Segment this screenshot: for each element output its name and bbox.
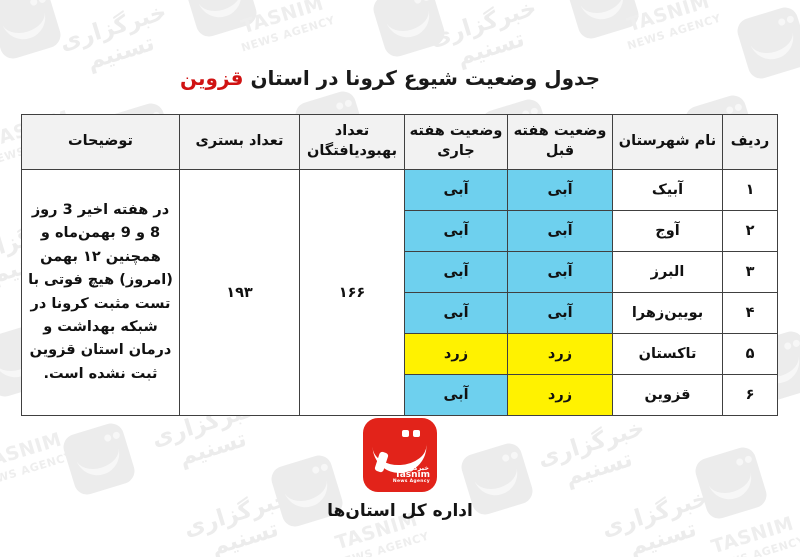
footer: خبرگزاری Tasnim News Agency اداره کل است… [0,418,800,521]
logo-brand-fa: خبرگزاری [397,464,429,472]
cell-city: بویین‌زهرا [612,292,723,334]
column-header-curr-week: وضعیت هفته جاری [404,114,508,170]
cell-radif: ۳ [722,251,778,293]
logo-dot-shape [413,430,420,437]
watermark-logo-icon [182,0,260,40]
watermark-en-line2: NEWS AGENCY [239,13,337,55]
cell-prev-week-status: زرد [507,374,613,416]
footer-caption: اداره کل استان‌ها [327,501,473,521]
cell-prev-week-status: آبی [507,210,613,252]
cell-city: آبیک [612,169,723,211]
watermark-fa-line2: تسنیم [626,516,700,557]
watermark-logo-icon [564,0,642,42]
cell-curr-week-status: آبی [404,210,508,252]
cell-prev-week-status: آبی [507,169,613,211]
cell-radif: ۴ [722,292,778,334]
column-header-prev-week: وضعیت هفته قبل [507,114,613,170]
column-header-city: نام شهرستان [612,114,723,170]
page-title-prefix: جدول وضعیت شیوع کرونا در استان [243,66,600,90]
page-title: جدول وضعیت شیوع کرونا در استان قزوین [0,66,780,90]
cell-city: البرز [612,251,723,293]
cell-city: تاکستان [612,333,723,375]
cell-curr-week-status: آبی [404,169,508,211]
cell-radif: ۶ [722,374,778,416]
watermark-en-line2: NEWS AGENCY [333,529,431,557]
column-header-radif: ردیف [722,114,778,170]
cell-description: در هفته اخیر 3 روز 8 و 9 بهمن‌ماه و همچن… [21,169,180,416]
cell-recovered-total: ۱۶۶ [299,169,405,416]
watermark-fa-line1: خبرگزاری [426,0,540,53]
logo-brand-en-main: Tasnim [394,469,430,480]
watermark-fa-line2: تسنیم [454,26,528,72]
watermark-en-line1: TASNIM [624,0,713,37]
watermark-logo-icon [0,0,64,62]
cell-city: قزوین [612,374,723,416]
column-header-recovered: تعداد بهبودیافتگان [299,114,405,170]
table-header: ردیف نام شهرستان وضعیت هفته قبل وضعیت هف… [21,114,778,170]
watermark-en-line2: NEWS AGENCY [709,533,800,557]
watermark-text-en: TASNIM NEWS AGENCY [619,0,723,53]
table-body: ۱ آبیک آبی آبی ۱۶۶ ۱۹۳ در هفته اخیر 3 رو… [21,169,778,416]
watermark-text-en: TASNIM NEWS AGENCY [233,0,337,55]
cell-prev-week-status: آبی [507,251,613,293]
cell-curr-week-status: آبی [404,292,508,334]
cell-prev-week-status: زرد [507,333,613,375]
watermark-fa-line1: خبرگزاری [56,0,170,57]
cell-prev-week-status: آبی [507,292,613,334]
cell-curr-week-status: زرد [404,333,508,375]
page-title-province: قزوین [180,66,244,90]
logo-brand-en: Tasnim News Agency [392,469,430,485]
watermark-fa-line2: تسنیم [208,516,282,557]
column-header-description: توضیحات [21,114,180,170]
logo-dot-shape [402,430,409,437]
cell-curr-week-status: آبی [404,374,508,416]
covid-status-table: ردیف نام شهرستان وضعیت هفته قبل وضعیت هف… [21,114,778,416]
watermark-en-line1: TASNIM [238,0,327,39]
cell-curr-week-status: آبی [404,251,508,293]
logo-brand-en-sub: News Agency [392,479,430,485]
cell-radif: ۱ [722,169,778,211]
table-header-row: ردیف نام شهرستان وضعیت هفته قبل وضعیت هف… [21,114,778,170]
cell-radif: ۲ [722,210,778,252]
cell-radif: ۵ [722,333,778,375]
table-row: ۱ آبیک آبی آبی ۱۶۶ ۱۹۳ در هفته اخیر 3 رو… [21,169,778,416]
watermark-en-line2: NEWS AGENCY [625,11,723,53]
tasnim-logo-icon: خبرگزاری Tasnim News Agency [363,418,437,492]
cell-city: آوج [612,210,723,252]
column-header-hospitalized: تعداد بستری [179,114,300,170]
cell-hospitalized-total: ۱۹۳ [179,169,300,416]
watermark-logo-icon [370,0,448,60]
